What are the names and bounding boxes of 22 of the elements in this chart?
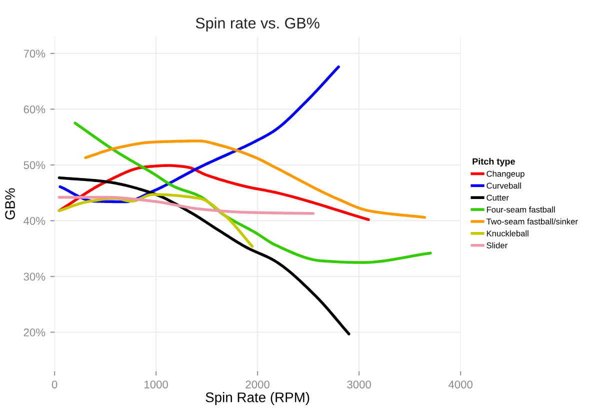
- y-tick-label: 70%: [24, 50, 46, 58]
- x-tick-label: 2000: [246, 380, 270, 388]
- legend-label: Cutter: [486, 194, 509, 201]
- legend-label: Slider: [486, 242, 508, 248]
- x-tick-label: 0: [52, 380, 58, 388]
- legend-title: Pitch type: [472, 158, 515, 166]
- legend-label: Knuckleball: [486, 230, 528, 236]
- y-axis-title: GB%: [5, 188, 15, 220]
- x-tick-label: 4000: [448, 380, 472, 388]
- y-tick-label: 50%: [24, 161, 46, 170]
- legend-label: Four-seam fastball: [486, 206, 555, 213]
- x-tick-label: 1000: [144, 380, 168, 388]
- y-tick-label: 20%: [24, 328, 46, 336]
- chart-title: Spin rate vs. GB%: [196, 17, 320, 32]
- x-axis-title: Spin Rate (RPM): [206, 392, 310, 405]
- legend-label: Changeup: [486, 170, 524, 178]
- y-tick-label: 30%: [24, 272, 46, 281]
- legend-label: Two-seam fastball/sinker: [486, 218, 578, 224]
- y-tick-label: 60%: [24, 105, 46, 114]
- y-tick-label: 40%: [24, 216, 46, 225]
- x-tick-label: 3000: [347, 380, 371, 388]
- legend-label: Curveball: [486, 182, 521, 189]
